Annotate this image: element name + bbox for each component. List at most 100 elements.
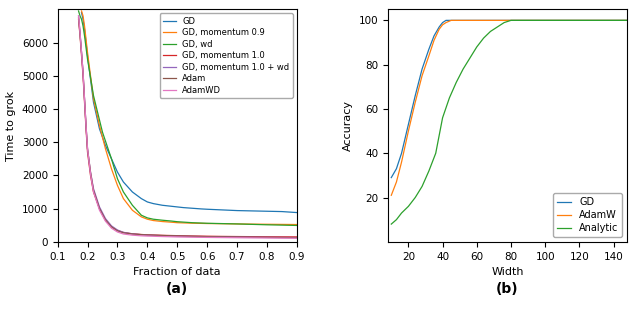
GD, momentum 0.9 — [84, 51, 92, 54]
GD, momentum 0.9 — [173, 221, 181, 224]
AdamWD — [76, 31, 84, 34]
Y-axis label: Accuracy: Accuracy — [343, 100, 353, 151]
GD, wd — [188, 221, 196, 224]
AdamWD — [82, 124, 90, 127]
GD, momentum 1.0 — [293, 235, 301, 239]
GD, momentum 1.0 — [95, 207, 103, 210]
AdamWD — [95, 208, 103, 212]
Line: GD, momentum 1.0: GD, momentum 1.0 — [79, 19, 297, 237]
GD, momentum 0.9 — [108, 167, 115, 170]
GD, momentum 1.0 + wd — [76, 31, 84, 34]
Analytic — [473, 45, 481, 49]
GD — [179, 206, 187, 210]
AdamWD — [77, 51, 85, 54]
GD, momentum 0.9 — [150, 219, 157, 222]
AdamW — [397, 160, 405, 164]
GD — [86, 77, 94, 81]
GD, momentum 1.0 — [159, 233, 166, 237]
GD, momentum 0.9 — [159, 220, 166, 224]
GD — [129, 190, 136, 194]
Analytic — [425, 169, 433, 173]
GD — [404, 122, 412, 126]
GD, momentum 1.0 — [75, 17, 83, 21]
Adam — [204, 235, 211, 238]
GD, momentum 1.0 — [76, 34, 84, 38]
Adam — [95, 207, 103, 210]
GD — [412, 94, 419, 98]
GD, wd — [150, 217, 157, 221]
Adam — [218, 235, 226, 239]
AdamWD — [218, 236, 226, 239]
Line: AdamW: AdamW — [391, 20, 627, 195]
AdamWD — [84, 147, 92, 151]
AdamWD — [159, 235, 166, 238]
Adam — [108, 225, 115, 229]
AdamW — [392, 180, 400, 184]
GD, momentum 1.0 — [81, 100, 88, 104]
GD, momentum 1.0 + wd — [86, 170, 94, 174]
GD, momentum 1.0 — [90, 190, 97, 194]
Analytic — [480, 36, 488, 40]
AdamW — [490, 19, 498, 22]
GD, momentum 1.0 + wd — [188, 235, 196, 238]
GD, wd — [248, 223, 256, 226]
GD, momentum 0.9 — [143, 217, 151, 221]
Line: GD: GD — [81, 13, 297, 213]
Adam — [248, 235, 256, 239]
GD — [79, 17, 87, 21]
GD — [442, 19, 450, 22]
Line: Adam: Adam — [79, 18, 297, 238]
Analytic — [500, 21, 508, 24]
GD, momentum 1.0 — [173, 234, 181, 237]
GD, momentum 1.0 — [102, 218, 109, 222]
Adam — [188, 234, 196, 238]
Analytic — [432, 151, 440, 155]
GD — [524, 19, 532, 22]
GD, momentum 0.9 — [120, 197, 127, 201]
Adam — [263, 236, 271, 239]
Analytic — [387, 222, 395, 226]
GD, wd — [173, 220, 181, 224]
GD, momentum 1.0 — [278, 235, 286, 239]
GD — [84, 54, 92, 58]
AdamW — [412, 100, 419, 104]
Adam — [159, 234, 166, 237]
GD — [90, 100, 97, 104]
GD, momentum 1.0 + wd — [113, 228, 121, 232]
GD, momentum 1.0 + wd — [84, 147, 92, 151]
GD, momentum 0.9 — [81, 24, 88, 28]
GD, momentum 0.9 — [233, 222, 241, 226]
Analytic — [460, 67, 467, 71]
Analytic — [392, 218, 400, 222]
GD — [439, 21, 447, 24]
GD, momentum 1.0 + wd — [293, 236, 301, 239]
GD, momentum 1.0 + wd — [173, 234, 181, 238]
GD — [113, 170, 121, 174]
Adam — [102, 218, 109, 222]
GD, momentum 0.9 — [113, 184, 121, 187]
GD — [392, 167, 400, 170]
GD — [159, 203, 166, 207]
AdamWD — [81, 97, 88, 101]
AdamWD — [120, 232, 127, 236]
GD — [108, 157, 115, 161]
GD, momentum 1.0 + wd — [77, 51, 85, 54]
AdamWD — [108, 226, 115, 230]
GD, momentum 1.0 + wd — [79, 71, 87, 74]
GD, wd — [129, 203, 136, 207]
GD, momentum 1.0 — [233, 235, 241, 238]
GD, momentum 1.0 — [138, 232, 145, 236]
GD — [248, 209, 256, 213]
GD, wd — [168, 219, 175, 223]
AdamWD — [188, 235, 196, 239]
GD, momentum 1.0 + wd — [233, 235, 241, 239]
GD — [197, 207, 205, 211]
GD, wd — [90, 94, 97, 98]
GD, momentum 1.0 + wd — [204, 235, 211, 238]
Legend: GD, GD, momentum 0.9, GD, wd, GD, momentum 1.0, GD, momentum 1.0 + wd, Adam, Ada: GD, GD, momentum 0.9, GD, wd, GD, moment… — [160, 13, 292, 98]
GD — [204, 207, 211, 211]
GD, momentum 0.9 — [293, 223, 301, 226]
AdamWD — [102, 219, 109, 223]
Adam — [113, 229, 121, 233]
GD, momentum 0.9 — [90, 97, 97, 101]
